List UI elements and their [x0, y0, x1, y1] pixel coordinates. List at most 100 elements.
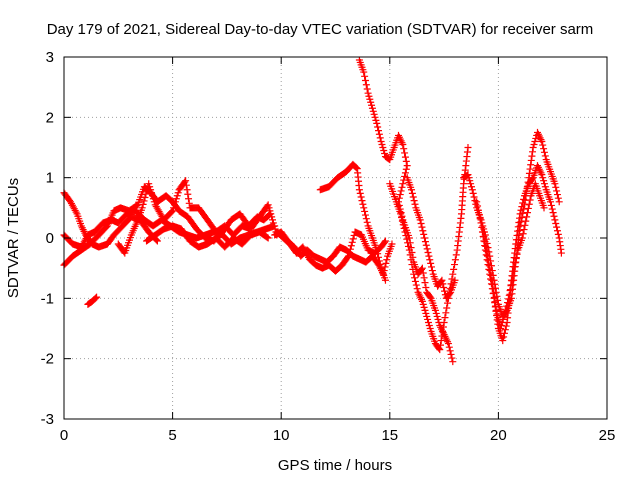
data-point: [426, 256, 434, 264]
data-point: [150, 198, 158, 206]
x-tick-label: 15: [381, 427, 398, 444]
y-tick-label: -2: [41, 351, 54, 368]
x-tick-label: 0: [60, 427, 68, 444]
data-point: [451, 261, 459, 269]
data-point: [477, 219, 485, 227]
data-point: [438, 276, 446, 284]
data-point: [417, 220, 425, 228]
data-point: [424, 318, 432, 326]
data-point: [449, 358, 457, 366]
data-point: [364, 89, 372, 97]
data-point: [141, 193, 149, 201]
data-point: [357, 193, 365, 201]
data-point: [380, 147, 388, 155]
data-point: [185, 195, 193, 203]
data-point: [413, 285, 421, 293]
data-point: [426, 293, 434, 301]
data-point: [487, 271, 495, 279]
data-point: [402, 165, 410, 173]
data-point: [541, 183, 549, 191]
data-point: [428, 267, 436, 275]
data-point: [398, 217, 406, 225]
data-point: [448, 354, 456, 362]
data-point: [445, 343, 453, 351]
data-point: [464, 144, 472, 151]
data-point: [368, 101, 376, 109]
data-point: [540, 148, 548, 156]
data-point: [550, 212, 558, 220]
data-point: [420, 230, 428, 238]
data-point: [433, 312, 441, 320]
series-seg10: [355, 56, 457, 366]
data-point: [406, 251, 414, 259]
data-point: [420, 303, 428, 311]
data-point: [361, 72, 369, 80]
series-seg8: [273, 228, 389, 275]
data-point: [435, 344, 443, 352]
data-point: [484, 257, 492, 265]
data-point: [500, 312, 508, 320]
data-point: [547, 201, 555, 209]
series-seg9: [316, 160, 389, 284]
data-point: [553, 191, 561, 199]
data-point: [181, 178, 189, 186]
data-point: [263, 233, 271, 241]
series-seg13: [460, 128, 563, 320]
data-point: [375, 130, 383, 138]
data-point: [347, 242, 355, 250]
data-point: [507, 282, 515, 290]
data-point: [511, 259, 519, 267]
data-point: [381, 237, 389, 245]
data-point: [512, 255, 520, 263]
data-point: [408, 186, 416, 194]
data-point: [519, 199, 527, 207]
data-point: [495, 317, 503, 325]
y-tick-label: 1: [46, 170, 54, 187]
data-point: [376, 134, 384, 142]
data-point: [442, 309, 450, 317]
data-point: [374, 250, 382, 258]
data-point: [526, 165, 534, 173]
data-point: [529, 148, 537, 156]
data-point: [148, 192, 156, 200]
data-point: [424, 248, 432, 256]
data-point: [491, 298, 499, 306]
data-point: [361, 77, 369, 85]
data-point: [451, 276, 459, 284]
data-point: [149, 195, 157, 203]
data-point: [362, 215, 370, 223]
data-point: [399, 140, 407, 148]
data-point: [499, 337, 507, 345]
data-point: [538, 171, 546, 179]
data-point: [409, 193, 417, 201]
data-point: [505, 291, 513, 299]
data-point: [452, 251, 460, 259]
data-point: [410, 270, 418, 278]
data-point: [437, 337, 445, 345]
data-point: [368, 104, 376, 112]
data-point: [184, 190, 192, 198]
data-point: [373, 246, 381, 254]
data-point: [411, 274, 419, 282]
data-point: [423, 245, 431, 253]
y-tick-label: 3: [46, 49, 54, 66]
data-point: [418, 297, 426, 305]
data-point: [468, 186, 476, 194]
data-point: [425, 321, 433, 329]
data-point: [349, 235, 357, 243]
data-point: [426, 325, 434, 332]
data-point: [469, 189, 477, 197]
data-point: [447, 350, 455, 358]
data-point: [439, 323, 447, 331]
data-point: [552, 183, 560, 191]
data-point: [374, 123, 382, 131]
data-point: [366, 95, 374, 103]
data-point: [264, 234, 272, 242]
data-point: [401, 169, 409, 177]
data-point: [266, 207, 274, 215]
data-point: [399, 180, 407, 188]
chart-title: Day 179 of 2021, Sidereal Day-to-day VTE…: [47, 21, 594, 38]
data-point: [555, 198, 563, 206]
x-axis-label: GPS time / hours: [278, 457, 392, 474]
